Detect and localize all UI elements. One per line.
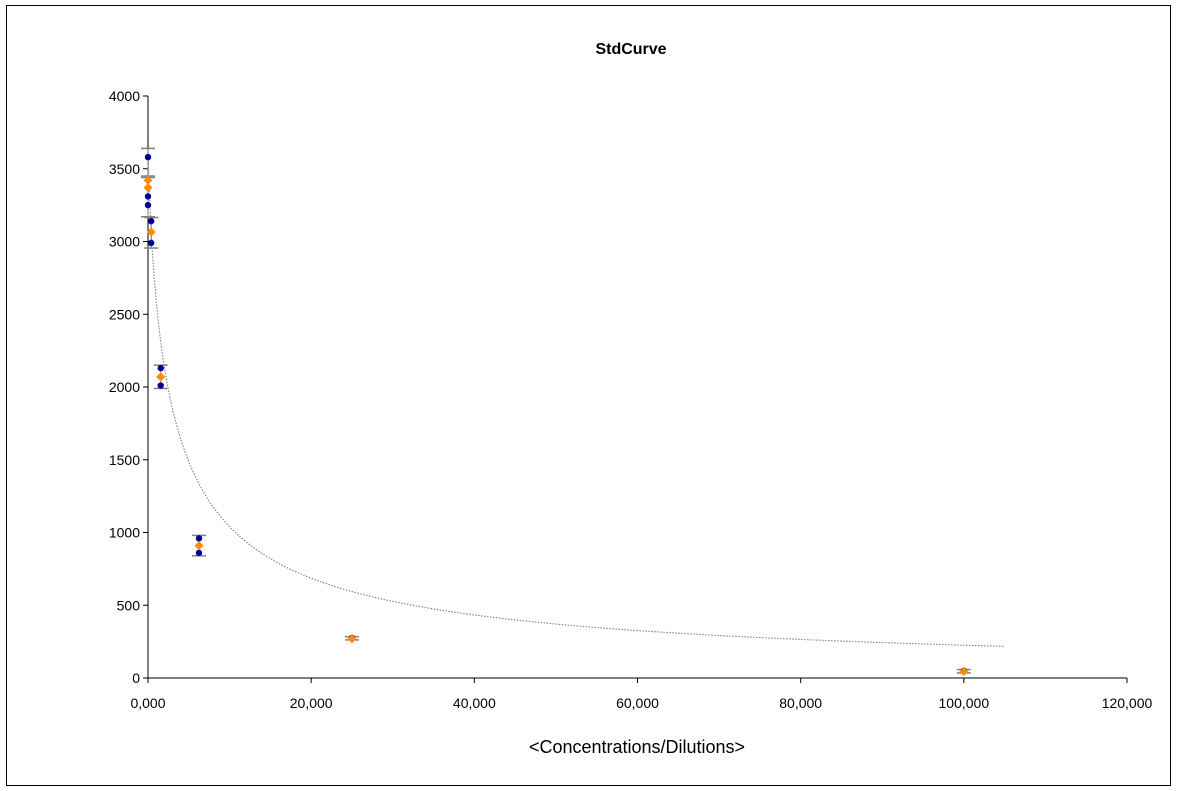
replicate-point (195, 549, 203, 557)
y-tick-label: 0 (132, 670, 140, 686)
y-tick-label: 2500 (109, 306, 140, 322)
tick-labels-layer: 0 500 1000 1500 2000 2500 3000 3500 4000 0,000 20,… (109, 88, 1153, 711)
y-tick-label: 3500 (109, 161, 140, 177)
x-tick-label: 20,000 (290, 695, 333, 711)
mean-point (156, 372, 166, 382)
y-tick-label: 2000 (109, 379, 140, 395)
x-tick-label: 120,000 (1102, 695, 1153, 711)
x-tick-label: 40,000 (453, 695, 496, 711)
mean-point (194, 541, 204, 551)
y-tick-label: 1500 (109, 452, 140, 468)
mean-point (959, 666, 969, 676)
mean-point (347, 634, 357, 644)
x-tick-label: 100,000 (939, 695, 990, 711)
y-tick-label: 500 (117, 597, 141, 613)
y-tick-label: 4000 (109, 88, 140, 104)
error-bars-layer (141, 147, 971, 674)
replicate-point (157, 382, 164, 389)
mean-point (143, 183, 153, 193)
mean-point (146, 227, 156, 237)
y-tick-label: 3000 (109, 234, 140, 250)
x-tick-label: 80,000 (779, 695, 822, 711)
replicate-point (147, 217, 155, 225)
chart-title: StdCurve (595, 41, 666, 58)
x-axis-title: <Concentrations/Dilutions> (529, 737, 745, 757)
axes-layer (143, 95, 1128, 683)
mean-point (143, 175, 153, 185)
fit-curve-layer (147, 139, 1005, 647)
y-tick-label: 1000 (109, 525, 140, 541)
replicate-point (144, 153, 152, 161)
chart-frame (6, 5, 1171, 786)
replicate-point (144, 193, 152, 200)
data-points-layer (143, 153, 969, 676)
x-tick-label: 0,000 (130, 695, 165, 711)
replicate-point (157, 364, 164, 372)
x-tick-label: 60,000 (616, 695, 659, 711)
replicate-point (147, 239, 155, 247)
error-bar (141, 147, 155, 179)
fit-curve (147, 139, 1005, 647)
replicate-point (144, 201, 152, 209)
replicate-point (195, 535, 203, 542)
